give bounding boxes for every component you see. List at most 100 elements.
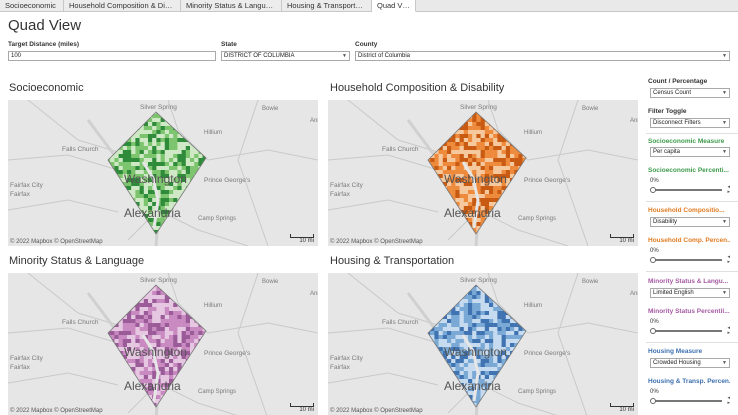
tract-cell <box>135 122 140 127</box>
housing-measure-select[interactable]: Crowded Housing ▼ <box>650 358 730 368</box>
stepper-arrows-icon[interactable]: ◂ ▸ <box>727 184 730 195</box>
tract-cell <box>428 202 431 207</box>
tract-cell <box>194 190 199 195</box>
tract-cell <box>505 174 511 179</box>
tract-cell <box>442 285 448 288</box>
minority-lang-select[interactable]: Limited English ▼ <box>650 288 730 298</box>
tract-cell <box>190 190 195 195</box>
tract-cell <box>514 295 519 300</box>
tract-cell <box>510 126 515 131</box>
tract-cell <box>434 198 439 203</box>
tract-cell <box>152 375 157 380</box>
city-label-bowie: Bowie <box>262 106 279 112</box>
stepper-arrows-icon[interactable]: ◂ ▸ <box>727 325 730 336</box>
tract-cell <box>110 367 115 372</box>
map-housing[interactable]: Silver SpringBowieHilliumAnnFalls Church… <box>328 273 638 415</box>
slider-handle[interactable] <box>650 187 656 193</box>
tract-cell <box>169 355 174 360</box>
tab-socioeconomic[interactable]: Socioeconomic <box>0 0 64 11</box>
map-household[interactable]: Silver SpringBowieHilliumAnnFalls Church… <box>328 100 638 246</box>
tract-cell <box>177 395 182 400</box>
tab-quad-view[interactable]: Quad View <box>372 0 416 12</box>
tract-cell <box>480 150 485 155</box>
tract-cell <box>156 118 161 123</box>
socio-measure-select[interactable]: Per capita ▼ <box>650 147 730 157</box>
tract-cell <box>430 112 435 115</box>
filter-toggle-select[interactable]: Disconnect Filters ▼ <box>650 118 730 128</box>
tract-cell <box>527 371 531 375</box>
tract-cell <box>497 351 502 356</box>
tract-cell <box>497 331 502 336</box>
map-attribution[interactable]: © 2022 Mapbox © OpenStreetMap <box>330 239 423 245</box>
county-select[interactable]: District of Columbia ▼ <box>355 51 730 61</box>
tract-cell <box>114 218 119 223</box>
map-attribution[interactable]: © 2022 Mapbox © OpenStreetMap <box>10 239 103 245</box>
tab-housing-transportation[interactable]: Housing & Transportation <box>282 0 372 11</box>
tract-cell <box>428 158 431 163</box>
tract-cell <box>185 166 191 171</box>
tract-cell <box>110 351 115 356</box>
state-select[interactable]: DISTRICT OF COLUMBIA ▼ <box>221 51 350 61</box>
tract-cell <box>110 399 115 404</box>
tract-cell <box>135 198 140 203</box>
tract-cell <box>428 112 431 115</box>
tract-cell <box>173 307 178 312</box>
tract-cell <box>127 186 132 191</box>
tract-cell <box>463 403 469 407</box>
tract-cell <box>455 198 460 203</box>
tract-cell <box>438 214 443 219</box>
scale-label: 10 mi <box>619 407 634 413</box>
tract-cell <box>160 162 165 167</box>
tract-cell <box>476 186 481 191</box>
housing-percent-slider[interactable]: ◂ ▸ <box>650 395 730 406</box>
tract-cell <box>185 130 191 135</box>
map-attribution[interactable]: © 2022 Mapbox © OpenStreetMap <box>330 408 423 414</box>
tract-cell <box>484 355 490 360</box>
tract-cell <box>194 178 199 183</box>
tract-cell <box>108 134 111 139</box>
tract-cell <box>118 399 123 404</box>
potomac-river <box>141 161 160 229</box>
tract-cell <box>139 359 144 364</box>
tract-cell <box>169 331 174 336</box>
tract-cell <box>173 363 178 368</box>
tract-cell <box>185 230 191 234</box>
tract-cell <box>202 194 206 199</box>
tract-cell <box>430 391 435 396</box>
household-percent-slider[interactable]: ◂ ▸ <box>650 254 730 265</box>
tract-cell <box>522 166 526 171</box>
tract-cell <box>148 218 153 223</box>
map-socioeconomic[interactable]: Silver SpringBowieHilliumAnnFalls Church… <box>8 100 318 246</box>
city-label-hillium: Hillium <box>204 303 222 309</box>
slider-track <box>654 189 722 191</box>
slider-handle[interactable] <box>650 257 656 263</box>
count-percentage-select[interactable]: Census Count ▼ <box>650 88 730 98</box>
stepper-arrows-icon[interactable]: ◂ ▸ <box>727 395 730 406</box>
tract-cell <box>447 347 452 352</box>
tract-cell <box>472 319 477 324</box>
slider-handle[interactable] <box>650 328 656 334</box>
map-attribution[interactable]: © 2022 Mapbox © OpenStreetMap <box>10 408 103 414</box>
tab-minority-status[interactable]: Minority Status & Language <box>181 0 282 11</box>
tract-cell <box>438 150 443 155</box>
tract-cell <box>476 307 481 312</box>
household-comp-select[interactable]: Disability ▼ <box>650 217 730 227</box>
slider-handle[interactable] <box>650 398 656 404</box>
tract-cell <box>108 331 111 336</box>
tract-cell <box>522 210 526 215</box>
socio-percentile-slider[interactable]: ◂ ▸ <box>650 184 730 195</box>
divider <box>646 271 738 272</box>
tract-cell <box>428 363 431 368</box>
stepper-arrows-icon[interactable]: ◂ ▸ <box>727 254 730 265</box>
tract-cell <box>489 343 494 348</box>
tract-cell <box>160 319 165 324</box>
tract-cell <box>173 399 178 404</box>
tract-cell <box>160 150 165 155</box>
tract-cell <box>463 399 469 404</box>
tab-household-composition[interactable]: Household Composition & Disa... <box>64 0 181 11</box>
tract-cell <box>202 114 206 119</box>
minority-percentile-slider[interactable]: ◂ ▸ <box>650 325 730 336</box>
tract-cell <box>190 138 195 143</box>
distance-input[interactable]: 100 <box>8 51 216 61</box>
map-minority[interactable]: Silver SpringBowieHilliumAnnFalls Church… <box>8 273 318 415</box>
